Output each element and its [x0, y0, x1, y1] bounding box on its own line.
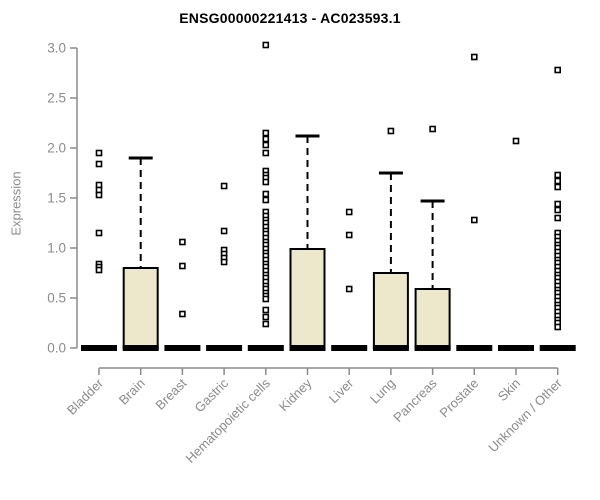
x-axis-category-label: Pancreas — [390, 375, 440, 425]
box — [289, 248, 326, 349]
median-bar — [456, 345, 493, 351]
y-axis-tick-label: 2.0 — [47, 141, 66, 156]
median-bar — [122, 345, 159, 351]
outlier-point — [262, 149, 270, 157]
box — [122, 267, 159, 349]
outlier-point — [554, 177, 562, 185]
outlier-point — [554, 214, 562, 222]
median-bar — [289, 345, 326, 351]
outlier-point — [262, 196, 270, 204]
outlier-point — [95, 160, 103, 168]
x-axis-category-label: Lung — [367, 376, 398, 407]
x-axis-category-label: Breast — [152, 375, 189, 412]
outlier-point — [512, 137, 520, 145]
outlier-point — [429, 125, 436, 133]
median-bar — [81, 345, 117, 351]
chart-title: ENSG00000221413 - AC023593.1 — [179, 10, 401, 26]
x-axis-category-label: Liver — [326, 375, 357, 406]
outlier-point — [262, 306, 270, 314]
median-bar — [331, 345, 368, 351]
outlier-point — [554, 200, 562, 208]
outlier-point — [262, 178, 270, 186]
outlier-point — [95, 191, 103, 199]
outlier-point — [470, 216, 478, 224]
outlier-point — [345, 285, 353, 293]
median-bar — [498, 345, 534, 351]
outlier-point — [179, 310, 186, 318]
outlier-point — [554, 66, 562, 74]
x-axis-category-label: Gastric — [192, 375, 232, 415]
outlier-point — [220, 182, 228, 190]
median-bar — [247, 345, 284, 351]
x-axis-category-label: Unknown / Other — [485, 375, 565, 455]
outlier-point — [554, 206, 562, 214]
outlier-point — [95, 149, 103, 157]
outlier-point — [345, 208, 353, 216]
x-axis-category-label: Skin — [495, 376, 523, 404]
y-axis-tick-label: 0.5 — [47, 291, 66, 306]
median-bar — [206, 345, 243, 351]
outlier-point — [554, 183, 562, 191]
outlier-point — [470, 53, 478, 61]
x-axis-category-label: Kidney — [276, 375, 315, 414]
x-axis-category-label: Bladder — [64, 375, 107, 418]
box — [372, 272, 409, 349]
outlier-point — [262, 141, 270, 149]
y-axis-tick-label: 2.5 — [47, 91, 66, 106]
outlier-point — [554, 171, 562, 179]
outlier-point — [262, 41, 270, 49]
median-bar — [539, 345, 576, 351]
outlier-point — [262, 313, 270, 321]
outlier-point — [262, 295, 270, 303]
outlier-point — [345, 231, 353, 239]
y-axis-tick-label: 1.0 — [47, 241, 66, 256]
y-axis-tick-label: 3.0 — [47, 41, 66, 56]
outlier-point — [262, 190, 270, 198]
outlier-point — [95, 229, 103, 237]
y-axis-tick-label: 0.0 — [47, 341, 66, 356]
median-bar — [164, 345, 201, 351]
median-bar — [372, 345, 409, 351]
outlier-point — [387, 127, 395, 135]
outlier-point — [262, 129, 270, 137]
outlier-point — [554, 323, 562, 331]
x-axis-category-label: Brain — [116, 376, 148, 408]
outlier-point — [220, 258, 228, 266]
outlier-point — [262, 135, 270, 143]
outlier-point — [95, 266, 103, 274]
outlier-point — [179, 262, 186, 270]
box — [414, 288, 451, 349]
outlier-point — [179, 238, 186, 246]
outlier-point — [262, 320, 270, 328]
y-axis-tick-label: 1.5 — [47, 191, 66, 206]
x-axis-category-label: Prostate — [437, 376, 482, 421]
median-bar — [414, 345, 451, 351]
outlier-point — [220, 227, 228, 235]
